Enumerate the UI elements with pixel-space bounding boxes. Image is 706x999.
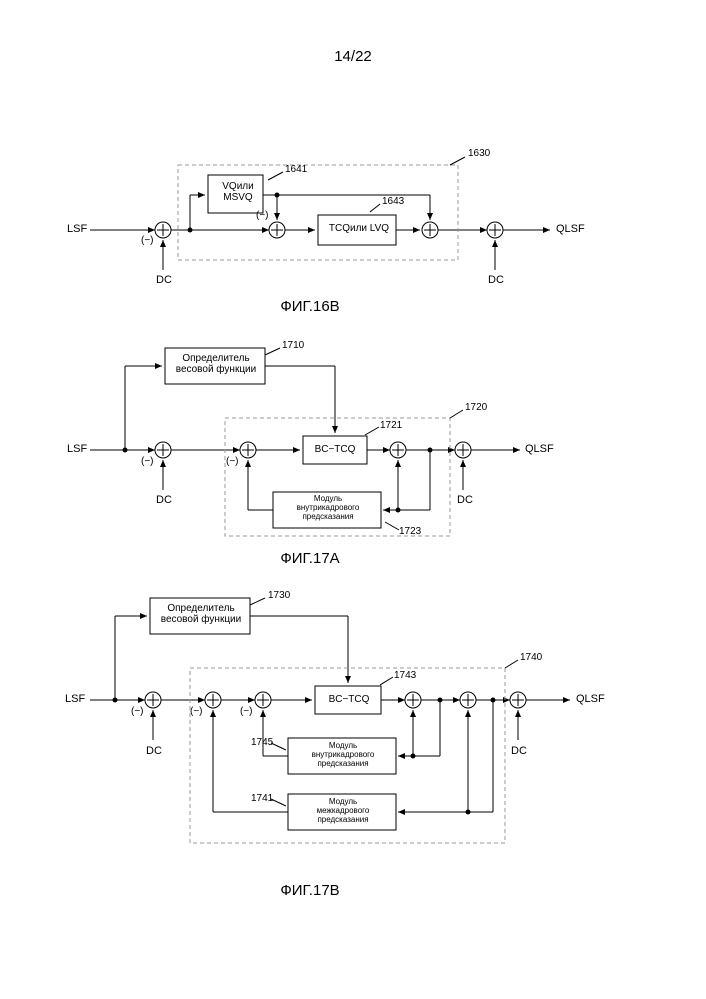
- fig17a-minus1: (−): [141, 456, 154, 467]
- fig17b-inter-label: Модуль межкадрового предсказания: [290, 798, 396, 824]
- fig17a-dc-right: DC: [457, 494, 473, 506]
- fig17a-dc-left: DC: [156, 494, 172, 506]
- fig16b-dc-right: DC: [488, 274, 504, 286]
- fig16b-caption: ФИГ.16B: [250, 298, 370, 315]
- fig17b-ref-inter: 1741: [251, 793, 273, 804]
- fig16b-dc-left: DC: [156, 274, 172, 286]
- fig16b-ref-dash: 1630: [468, 148, 490, 159]
- fig17a-minus2: (−): [226, 456, 239, 467]
- fig17b-ref-intra: 1745: [251, 737, 273, 748]
- fig16b-qlsf: QLSF: [556, 223, 585, 235]
- fig17a-ref-bctcq: 1721: [380, 420, 402, 431]
- fig17a-weight-label: Определитель весовой функции: [167, 353, 265, 375]
- fig17b-qlsf: QLSF: [576, 693, 605, 705]
- fig17b-lsf: LSF: [65, 693, 85, 705]
- fig17b-weight-label: Определитель весовой функции: [152, 603, 250, 625]
- page: 14/22: [0, 0, 706, 999]
- fig17b-caption: ФИГ.17B: [250, 882, 370, 899]
- page-number: 14/22: [0, 48, 706, 65]
- fig16b-minus2: (−): [256, 210, 269, 221]
- fig17b-ref-dash: 1740: [520, 652, 542, 663]
- fig16b-tcq-label: TCQили LVQ: [321, 223, 397, 234]
- fig16b-minus1: (−): [141, 235, 154, 246]
- fig17a-ref-intra: 1723: [399, 526, 421, 537]
- fig17a-intra-label: Модуль внутрикадрового предсказания: [275, 495, 381, 521]
- fig17b-minus2: (−): [190, 706, 203, 717]
- fig17b-svg: [90, 590, 600, 870]
- fig17a-ref-weight: 1710: [282, 340, 304, 351]
- fig16b-vq-label: VQили MSVQ: [211, 181, 265, 203]
- fig17a-lsf: LSF: [67, 443, 87, 455]
- fig17b-minus3: (−): [240, 706, 253, 717]
- fig17a-ref-dash: 1720: [465, 402, 487, 413]
- fig17b-bctcq-label: BC−TCQ: [317, 694, 381, 705]
- fig17a-qlsf: QLSF: [525, 443, 554, 455]
- fig17b-dc-right: DC: [511, 745, 527, 757]
- fig17b-minus1: (−): [131, 706, 144, 717]
- fig17b-dc-left: DC: [146, 745, 162, 757]
- fig16b-ref-tcq: 1643: [382, 196, 404, 207]
- fig17a-caption: ФИГ.17A: [250, 550, 370, 567]
- fig17b-ref-bctcq: 1743: [394, 670, 416, 681]
- fig16b-ref-vq: 1641: [285, 164, 307, 175]
- fig16b-lsf: LSF: [67, 223, 87, 235]
- fig17a-bctcq-label: BC−TCQ: [304, 444, 366, 455]
- fig17b-intra-label: Модуль внутрикадрового предсказания: [290, 742, 396, 768]
- fig17b-ref-weight: 1730: [268, 590, 290, 601]
